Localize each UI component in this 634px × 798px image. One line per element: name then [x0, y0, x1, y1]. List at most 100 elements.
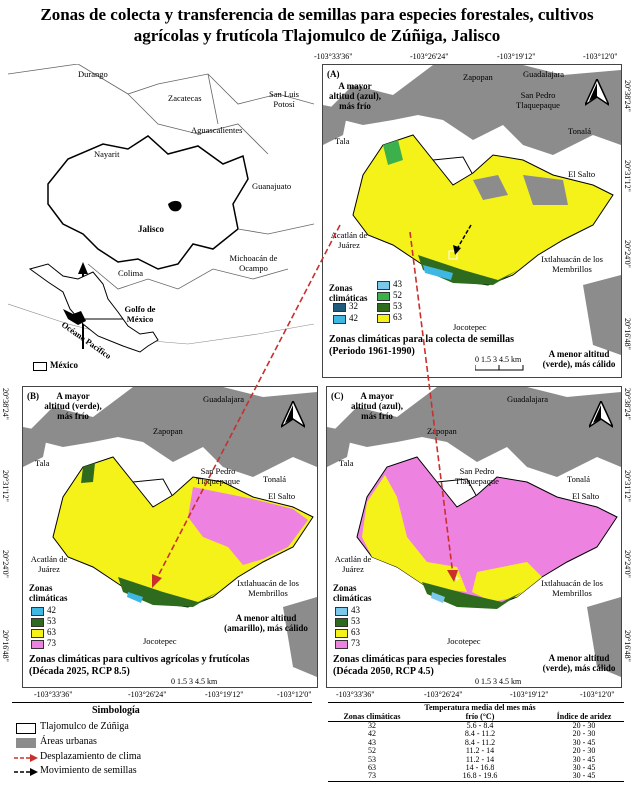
coord-right-c-4: 20°16'48" — [623, 630, 632, 662]
panel-c-scale: 0 1.5 3 4.5 km — [475, 677, 522, 686]
legend-municipality-label: Tlajomulco de Zúñiga — [40, 721, 129, 732]
panel-c-zone-53: 53 — [351, 616, 360, 626]
label-slp: San Luis Potosí — [269, 89, 299, 109]
cell-zone: 53 — [368, 754, 376, 764]
panel-a-zone-42: 42 — [349, 313, 358, 323]
panel-c-swatch-73 — [335, 640, 348, 649]
cell-zone: 43 — [368, 737, 376, 747]
panel-c-jocotepec: Jocotepec — [447, 636, 481, 646]
coord-right-a-2: 20°31'12" — [623, 160, 632, 192]
cell-aridity: 30 - 45 — [572, 763, 596, 773]
panel-a-swatch-42 — [333, 315, 346, 324]
mexico-legend-swatch — [33, 362, 47, 371]
table-row: 63 14 - 16.8 30 - 45 — [328, 763, 624, 773]
table-row: 73 16.8 - 19.6 30 - 45 — [328, 771, 624, 782]
panel-a-zapopan: Zapopan — [463, 72, 493, 82]
panel-a-scale: 0 1.5 3 4.5 km — [475, 355, 522, 364]
panel-b-san-pedro: San Pedro Tlaquepaque — [196, 466, 240, 486]
zones-table: Zonas climáticas Temperatura media del m… — [328, 702, 624, 782]
coord-left-b-4: 20°16'48" — [1, 630, 10, 662]
coord-bottom-c-3: -103°19'12" — [510, 690, 549, 699]
label-nayarit: Nayarit — [94, 149, 120, 159]
panel-b-guadalajara: Guadalajara — [203, 394, 245, 404]
panel-c-san-pedro: San Pedro Tlaquepaque — [455, 466, 499, 486]
jalisco-outline — [47, 135, 249, 270]
table-header-temp: Temperatura media del mes más frío (°C) — [424, 703, 536, 721]
legend-seed-label: Movimiento de semillas — [40, 765, 137, 776]
panel-b-el-salto: El Salto — [268, 491, 296, 501]
panel-b-ixtlahuacan: Ixtlahuacán de los Membrillos — [237, 578, 299, 598]
cell-zone: 42 — [368, 729, 376, 739]
panel-b-acatlan: Acatlán de Juárez — [30, 554, 68, 574]
overview-map-svg — [8, 64, 314, 353]
panel-a-zone-52: 52 — [393, 290, 402, 300]
panel-c-tala: Tala — [339, 458, 354, 468]
table-row: 42 8.4 - 11.2 20 - 30 — [328, 729, 624, 739]
coord-right-a-1: 20°38'24" — [623, 80, 632, 112]
panel-a-el-salto: El Salto — [568, 169, 596, 179]
panel-b-tala: Tala — [35, 458, 50, 468]
panel-b-scale: 0 1.5 3 4.5 km — [171, 677, 218, 686]
legend-displacement-arrow-icon — [14, 754, 38, 762]
cell-temp: 11.2 - 14 — [465, 746, 495, 756]
panel-c-zone-43: 43 — [351, 605, 360, 615]
panel-a-guadalajara: Guadalajara — [523, 69, 565, 79]
panel-b-swatch-73 — [31, 640, 44, 649]
label-colima: Colima — [118, 268, 144, 278]
title-line-2: agrícolas y frutícola Tlajomulco de Zúñi… — [133, 26, 501, 45]
label-jalisco: Jalisco — [138, 224, 164, 234]
cell-zone: 63 — [368, 763, 376, 773]
panel-c-top-note: A mayor altitud (azul), más frío — [350, 391, 403, 421]
coord-right-a-4: 20°16'48" — [623, 318, 632, 350]
panel-a-zone-63: 63 — [393, 312, 402, 322]
coord-right-c-1: 20°38'24" — [623, 388, 632, 420]
panel-b-jocotepec: Jocotepec — [143, 636, 177, 646]
panel-b-bottom-note: A menor altitud (amarillo), más cálido — [224, 613, 308, 633]
panel-c-acatlan: Acatlán de Juárez — [334, 554, 372, 574]
coord-bottom-b-4: -103°12'0" — [277, 690, 312, 699]
table-row: 32 5.6 - 8.4 20 - 30 — [328, 721, 624, 731]
coord-bottom-b-2: -103°26'24" — [128, 690, 167, 699]
coord-top-1: -103°33'36" — [314, 52, 353, 61]
panel-c-zones-title: Zonas climáticas — [333, 583, 372, 603]
simbologia-title: Simbología — [92, 705, 140, 716]
panel-c-zone-63: 63 — [351, 627, 360, 637]
table-row: 53 11.2 - 14 30 - 45 — [328, 754, 624, 764]
coord-right-a-3: 20°24'0" — [623, 240, 632, 268]
cell-aridity: 30 - 45 — [572, 771, 596, 781]
cell-temp: 14 - 16.8 — [465, 763, 495, 773]
table-row: 52 11.2 - 14 20 - 30 — [328, 746, 624, 756]
panel-b-north-arrow-icon — [281, 401, 305, 428]
coord-right-c-3: 20°24'0" — [623, 550, 632, 578]
svg-text:+: + — [454, 574, 460, 585]
panel-a-swatch-63 — [377, 314, 390, 323]
coord-bottom-c-2: -103°26'24" — [424, 690, 463, 699]
coord-left-b-2: 20°31'12" — [1, 470, 10, 502]
panel-a-tonala: Tonalá — [568, 126, 592, 136]
cell-zone: 73 — [368, 771, 376, 781]
panel-b-top-note: A mayor altitud (verde), más frío — [44, 391, 102, 421]
title-line-1: Zonas de colecta y transferencia de semi… — [40, 5, 594, 24]
panel-b-zone-42: 42 — [47, 605, 56, 615]
cell-aridity: 20 - 30 — [572, 721, 596, 730]
panel-c-zone-73: 73 — [351, 638, 360, 648]
panel-b-zone-73: 73 — [47, 638, 56, 648]
panel-a-zone-53: 53 — [393, 301, 402, 311]
panel-c-letter: (C) — [331, 391, 344, 401]
cell-zone: 52 — [368, 746, 376, 756]
panel-a-ixtlahuacan: Ixtlahuacán de los Membrillos — [541, 254, 603, 274]
panel-a-swatch-53 — [377, 303, 390, 312]
coord-bottom-b-1: -103°33'36" — [34, 690, 73, 699]
panel-b-zones-title: Zonas climáticas — [29, 583, 68, 603]
coord-bottom-b-3: -103°19'12" — [205, 690, 244, 699]
panel-a-letter: (A) — [327, 69, 340, 79]
panel-a-swatch-52 — [377, 292, 390, 301]
panel-a-acatlan: Acatlán de Juárez — [330, 230, 368, 250]
panel-c-caption-2: (Década 2050, RCP 4.5) — [333, 666, 434, 677]
cell-temp: 8.4 - 11.2 — [464, 737, 496, 747]
panel-c-bottom-note: A menor altitud (verde), más cálido — [542, 653, 616, 673]
label-guanajuato: Guanajuato — [252, 181, 292, 191]
panel-a-zone-43: 43 — [393, 279, 402, 289]
cell-temp: 8.4 - 11.2 — [464, 729, 496, 739]
cell-aridity: 20 - 30 — [572, 729, 596, 739]
